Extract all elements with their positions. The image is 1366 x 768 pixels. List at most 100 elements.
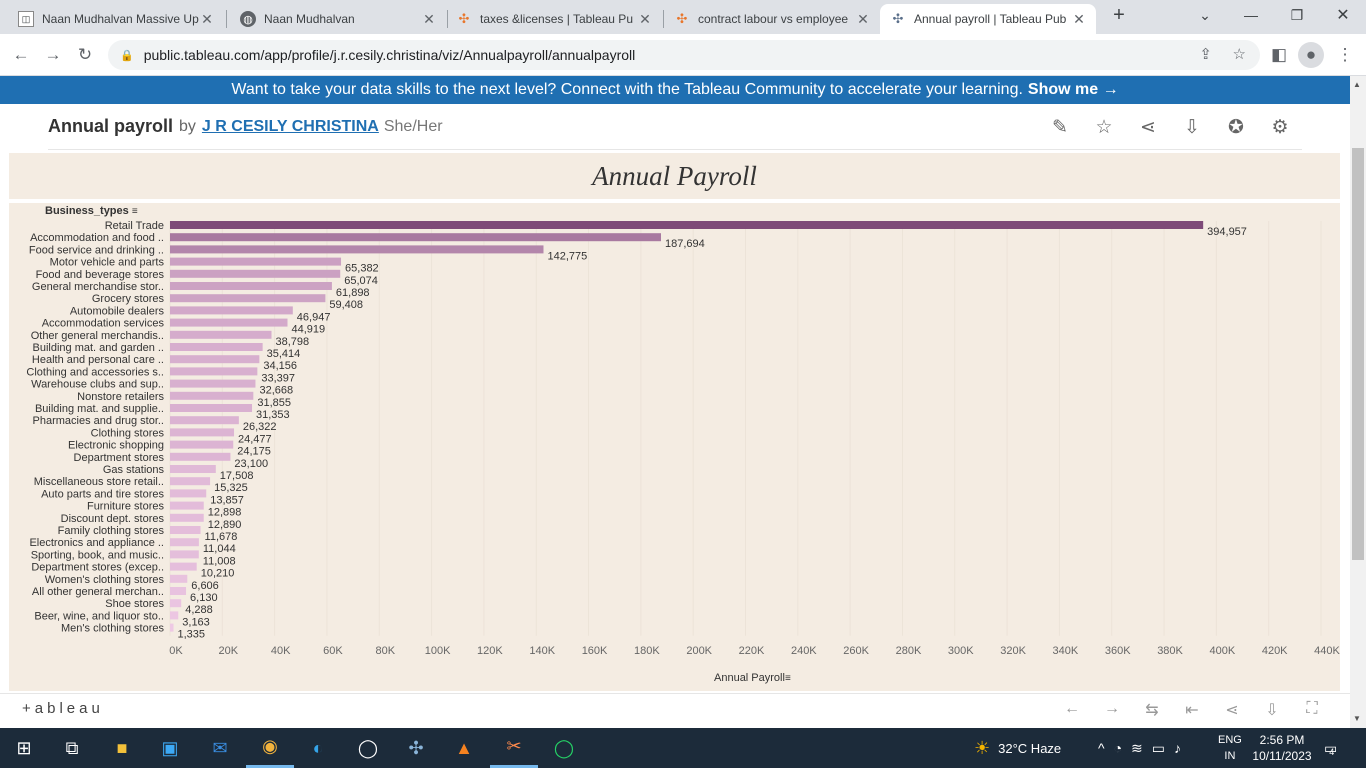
restore-icon[interactable]: ❐ — [1290, 6, 1304, 23]
task-view-icon[interactable]: ⧉ — [65, 737, 79, 758]
undo-icon[interactable]: ← — [1064, 700, 1080, 717]
whatsapp-icon[interactable]: ◯ — [357, 737, 379, 758]
menu-kebab-icon[interactable]: ⋮ — [1336, 45, 1354, 64]
bar[interactable] — [170, 587, 187, 595]
notification-center-icon[interactable]: ▭ 4 — [1324, 739, 1338, 758]
bar[interactable] — [170, 562, 197, 571]
whatsapp-desktop-icon[interactable]: ◯ — [553, 737, 575, 758]
close-tab-icon[interactable]: ✕ — [857, 10, 869, 27]
browser-tab-3[interactable]: ✣ taxes &licenses | Tableau Pu ✕ — [446, 4, 662, 34]
bar[interactable] — [170, 428, 235, 437]
bar[interactable] — [170, 623, 174, 632]
bar[interactable] — [170, 306, 293, 315]
bar[interactable] — [170, 343, 263, 351]
share-icon[interactable]: ⋖ — [1225, 702, 1239, 719]
bar[interactable] — [170, 379, 256, 388]
bar[interactable] — [170, 367, 258, 376]
close-tab-icon[interactable]: ✕ — [201, 10, 213, 27]
weather-widget[interactable]: ☀ 32°C Haze — [974, 737, 1062, 758]
language-indicator[interactable]: ENG IN — [1218, 734, 1242, 762]
bar[interactable] — [170, 574, 188, 583]
forward-icon[interactable]: → — [44, 45, 62, 64]
favorite-star-icon[interactable]: ☆ — [1095, 117, 1113, 138]
sort-icon[interactable]: ≡ — [784, 673, 791, 684]
author-link[interactable]: J R CESILY CHRISTINA — [201, 117, 379, 135]
bar[interactable] — [170, 513, 204, 522]
bar[interactable] — [170, 611, 179, 620]
tab-search-icon[interactable]: ⌄ — [1199, 6, 1211, 23]
battery-icon[interactable]: ▭ — [1151, 739, 1175, 756]
close-window-icon[interactable]: ✕ — [1336, 7, 1350, 24]
chevron-up-icon[interactable]: ^ — [1098, 740, 1114, 756]
bar[interactable] — [170, 355, 260, 364]
sort-icon[interactable]: ≡ — [131, 206, 138, 217]
bar[interactable] — [170, 599, 182, 608]
bar[interactable] — [170, 233, 661, 242]
scrollbar-thumb[interactable] — [1352, 148, 1364, 560]
reload-icon[interactable]: ↻ — [77, 45, 93, 64]
close-tab-icon[interactable]: ✕ — [639, 10, 651, 27]
bookmark-star-icon[interactable]: ☆ — [1232, 46, 1246, 63]
new-tab-button[interactable]: + — [1113, 3, 1125, 26]
show-me-link[interactable]: Show me → — [1027, 81, 1119, 98]
bar[interactable] — [170, 489, 207, 498]
revert-icon[interactable]: ⇆ — [1145, 702, 1159, 719]
bar[interactable] — [170, 404, 253, 412]
browser-tab-5[interactable]: ✣ Annual payroll | Tableau Pub ✕ — [880, 4, 1096, 34]
clock[interactable]: 2:56 PM 10/11/2023 — [1252, 733, 1312, 763]
snipping-tool-icon[interactable]: ✂ — [490, 728, 538, 768]
minimize-icon[interactable]: — — [1244, 7, 1258, 23]
bar[interactable] — [170, 538, 199, 547]
edit-icon[interactable]: ✎ — [1052, 117, 1068, 138]
browser-tab-2[interactable]: ◍ Naan Mudhalvan ✕ — [230, 4, 446, 34]
bar[interactable] — [170, 391, 254, 400]
bar[interactable] — [170, 245, 544, 254]
chrome-icon[interactable]: ◉ — [246, 728, 294, 768]
download-icon[interactable]: ⇩ — [1265, 702, 1279, 719]
bar[interactable] — [170, 526, 201, 534]
reset-icon[interactable]: ⇤ — [1185, 702, 1199, 719]
bar[interactable] — [170, 477, 211, 486]
volume-icon[interactable]: ♪ — [1174, 740, 1191, 756]
bar[interactable] — [170, 440, 234, 449]
page-scrollbar[interactable]: ▲ ▼ — [1350, 76, 1366, 728]
close-tab-icon[interactable]: ✕ — [1073, 10, 1085, 27]
network-icon[interactable]: ◔ — [1113, 740, 1132, 756]
bar[interactable] — [170, 465, 216, 473]
store-icon[interactable]: ▣ — [161, 737, 179, 758]
profile-avatar-icon[interactable]: ● — [1298, 42, 1324, 68]
share-icon[interactable]: ⋖ — [1140, 117, 1156, 138]
bar[interactable] — [170, 282, 332, 290]
badge-icon[interactable]: ✪ — [1228, 117, 1244, 138]
bar[interactable] — [170, 221, 1204, 229]
bar[interactable] — [170, 501, 204, 510]
bar-chart[interactable]: 0K 20K 40K 60K 80K 100K 120K 140K 160K 180K 200K 22… — [9, 153, 1340, 691]
wifi-icon[interactable]: ≋ — [1131, 739, 1152, 756]
bar[interactable] — [170, 257, 342, 266]
browser-tab-1[interactable]: ◫ Naan Mudhalvan Massive Up ✕ — [8, 4, 224, 34]
address-bar[interactable]: 🔒 public.tableau.com/app/profile/j.r.ces… — [108, 40, 1260, 70]
download-icon[interactable]: ⇩ — [1184, 117, 1200, 138]
share-page-icon[interactable]: ⇪ — [1199, 46, 1212, 63]
bar[interactable] — [170, 330, 272, 339]
back-icon[interactable]: ← — [12, 45, 30, 64]
close-tab-icon[interactable]: ✕ — [423, 10, 435, 27]
bar[interactable] — [170, 550, 199, 559]
file-explorer-icon[interactable]: ■ — [116, 737, 128, 758]
settings-gear-icon[interactable]: ⚙ — [1271, 117, 1289, 138]
bar[interactable] — [170, 269, 341, 278]
app-icon[interactable]: ▲ — [455, 737, 473, 758]
start-windows-icon[interactable]: ⊞ — [16, 737, 32, 758]
side-panel-icon[interactable]: ◧ — [1270, 45, 1288, 64]
mail-icon[interactable]: ✉ — [212, 737, 228, 758]
tableau-app-icon[interactable]: ✣ — [408, 737, 424, 758]
redo-icon[interactable]: → — [1104, 700, 1120, 717]
edge-icon[interactable]: ◐ — [312, 737, 324, 758]
bar[interactable] — [170, 318, 288, 327]
bar[interactable] — [170, 452, 231, 461]
fullscreen-icon[interactable]: ⛶ — [1306, 700, 1318, 717]
bar[interactable] — [170, 416, 239, 425]
system-tray[interactable]: ^ ◔ ≋ ▭ ♪ — [1098, 728, 1190, 768]
browser-tab-4[interactable]: ✣ contract labour vs employee ✕ — [664, 4, 880, 34]
bar[interactable] — [170, 294, 326, 303]
